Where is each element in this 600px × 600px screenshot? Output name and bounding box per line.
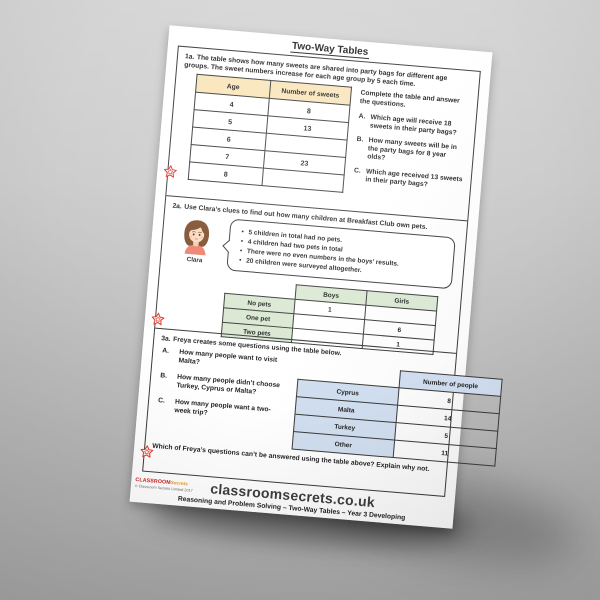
girl-avatar-icon [184,220,210,256]
section-3a-questions: A. How many people want to visit Malta? B… [153,346,287,448]
question-b: B. How many sweets will be in the party b… [356,134,458,162]
worksheet-content: Two-Way Tables 1a. The table shows how ma… [130,25,503,528]
challenge-star-icon [164,165,177,178]
instruction-text: Complete the table and answer the questi… [359,88,460,109]
worksheet-border-box: 1a. The table shows how many sweets are s… [140,45,503,497]
challenge-star-icon [140,445,154,458]
question-b: B. How many people didn’t choose Turkey, … [159,371,281,396]
section-1a: 1a. The table shows how many sweets are s… [166,47,479,221]
section-1a-questions: Complete the table and answer the questi… [343,87,470,203]
section-3a: 3a. Freya creates some questions using th… [143,327,503,495]
question-a: A. Which age will receive 18 sweets in th… [358,111,457,136]
avatar-name-label: Clara [186,255,203,264]
question-c: C. How many people want a two-week trip? [157,396,272,417]
question-c: C. Which age received 13 sweets in their … [353,165,463,188]
clue-list: 5 children in total had no pets. 4 child… [238,226,446,281]
section-label: 2a. [172,201,183,210]
section-label: 1a. [184,52,195,61]
section-label: 3a. [161,334,172,343]
section-2a: 2a. Use Clara’s clues to find out how man… [155,195,468,355]
worksheet-page: Two-Way Tables 1a. The table shows how ma… [129,25,503,529]
challenge-star-icon [151,312,165,326]
clara-avatar: Clara [175,216,218,265]
holiday-table: Number of people Cyprus 8 Malta 14 [291,362,503,467]
